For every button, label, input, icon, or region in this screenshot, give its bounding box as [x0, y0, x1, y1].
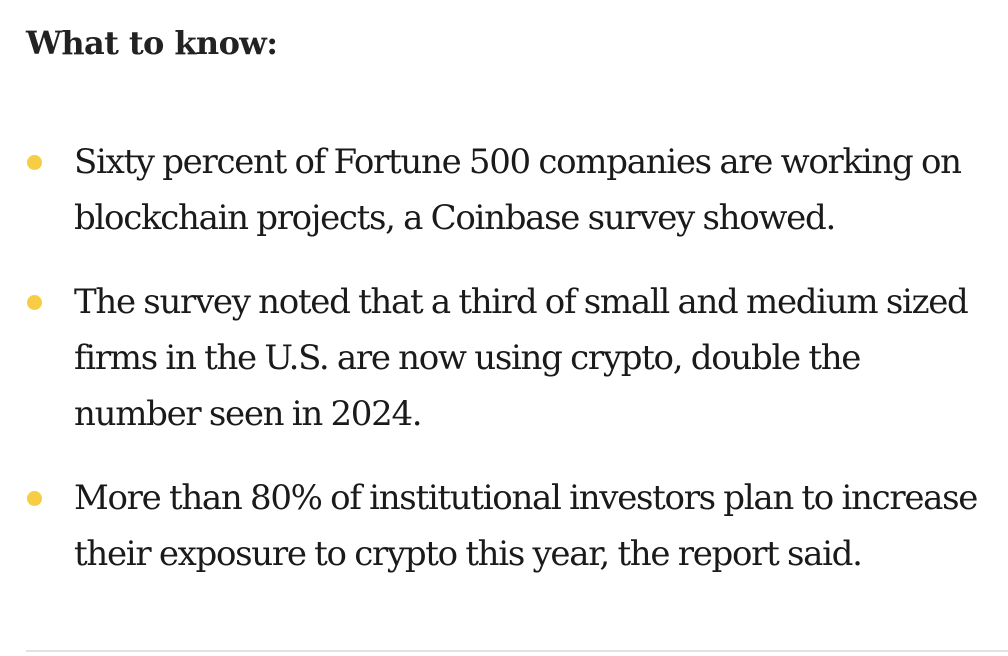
list-item-text: Sixty percent of Fortune 500 companies a… — [74, 142, 962, 238]
list-item: Sixty percent of Fortune 500 companies a… — [0, 134, 1008, 246]
list-item: More than 80% of institutional investors… — [0, 470, 1008, 582]
bullet-dot-icon — [27, 491, 42, 506]
section-heading: What to know: — [26, 24, 278, 62]
bullet-dot-icon — [27, 155, 42, 170]
list-item-text: More than 80% of institutional investors… — [74, 478, 978, 574]
key-points-list: Sixty percent of Fortune 500 companies a… — [0, 134, 1008, 610]
bullet-dot-icon — [27, 295, 42, 310]
section-divider — [26, 650, 1008, 652]
list-item-text: The survey noted that a third of small a… — [74, 282, 969, 434]
list-item: The survey noted that a third of small a… — [0, 274, 1008, 442]
